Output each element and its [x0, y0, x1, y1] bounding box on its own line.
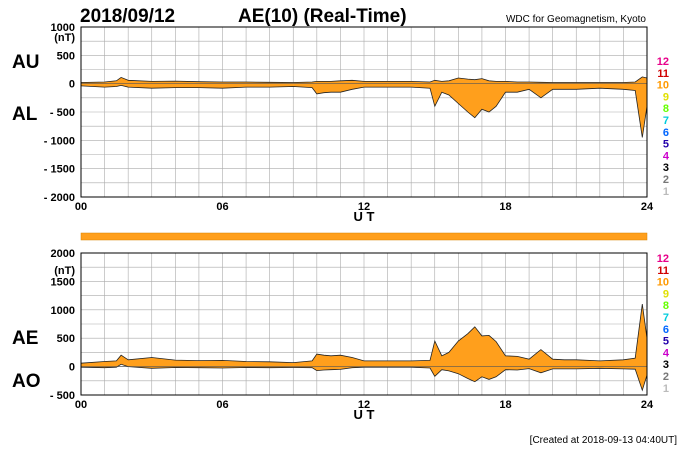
station-count-label: 5: [663, 139, 669, 151]
station-count-label: 1: [663, 186, 669, 198]
area-fill-ae-ao: [81, 304, 647, 391]
series-label: AE: [12, 328, 38, 349]
station-count-label: 3: [663, 162, 669, 174]
y-tick-label: 500: [57, 333, 75, 345]
station-count-label: 2: [663, 174, 669, 186]
y-tick-label: - 500: [50, 390, 75, 402]
series-label: AO: [12, 371, 41, 392]
x-axis-label: U T: [354, 407, 375, 422]
y-tick-label: - 2000: [44, 192, 75, 204]
data-availability-bar: [80, 232, 648, 241]
station-count-label: 8: [663, 300, 669, 312]
station-count-label: 11: [657, 68, 669, 80]
series-line-au: [80, 76, 648, 83]
x-tick-label: 18: [499, 399, 511, 411]
plot-frame: [80, 26, 648, 198]
date-title: 2018/09/12: [80, 6, 175, 27]
station-count-label: 7: [663, 115, 669, 127]
x-tick-label: 24: [641, 201, 654, 213]
x-tick-label: 06: [216, 201, 228, 213]
x-axis-label: U T: [354, 209, 375, 224]
station-count-label: 9: [663, 91, 669, 103]
x-tick-label: 18: [499, 201, 511, 213]
series-line-ae: [80, 304, 648, 364]
y-tick-label: 0: [69, 79, 75, 91]
created-timestamp: [Created at 2018-09-13 04:40UT]: [530, 435, 678, 446]
station-count-label: 6: [663, 127, 669, 139]
y-axis-unit: (nT): [54, 32, 75, 44]
x-tick-label: 06: [216, 399, 228, 411]
station-count-label: 12: [657, 56, 669, 68]
station-count-label: 2: [663, 371, 669, 383]
chart-title: AE(10) (Real-Time): [238, 6, 407, 27]
y-tick-label: 500: [57, 50, 75, 62]
source-label: WDC for Geomagnetism, Kyoto: [506, 14, 646, 25]
station-count-label: 10: [657, 80, 669, 92]
y-tick-label: - 1500: [44, 164, 75, 176]
station-count-label: 4: [663, 150, 670, 162]
series-label: AL: [12, 104, 38, 125]
series-label: AU: [12, 52, 39, 73]
station-count-label: 1: [663, 383, 669, 395]
station-count-label: 3: [663, 359, 669, 371]
y-tick-label: 2000: [51, 248, 75, 260]
x-tick-label: 24: [641, 399, 654, 411]
station-count-label: 6: [663, 324, 669, 336]
x-tick-label: 00: [75, 201, 87, 213]
y-tick-label: 1000: [51, 22, 75, 34]
y-axis-unit: (nT): [54, 265, 75, 277]
station-count-label: 7: [663, 312, 669, 324]
series-line-ao: [80, 363, 648, 392]
y-tick-label: - 1000: [44, 135, 75, 147]
station-count-label: 10: [657, 277, 669, 289]
y-tick-label: 1500: [51, 276, 75, 288]
station-count-label: 4: [663, 347, 670, 359]
x-tick-label: 12: [358, 201, 370, 213]
y-tick-label: 0: [69, 362, 75, 374]
station-count-label: 12: [657, 253, 669, 265]
plot-frame: [80, 252, 648, 396]
chart-panel-1: 1000 500 0 - 500 - 1000 - 1500 - 2000 (nT) 00 06 1…: [12, 22, 670, 224]
x-tick-label: 00: [75, 399, 87, 411]
series-line-al: [80, 84, 648, 138]
station-count-label: 9: [663, 288, 669, 300]
station-count-label: 11: [657, 265, 669, 277]
station-count-label: 5: [663, 336, 669, 348]
y-tick-label: - 500: [50, 107, 75, 119]
station-count-label: 8: [663, 103, 669, 115]
x-tick-label: 12: [358, 399, 370, 411]
y-tick-label: 1000: [51, 305, 75, 317]
